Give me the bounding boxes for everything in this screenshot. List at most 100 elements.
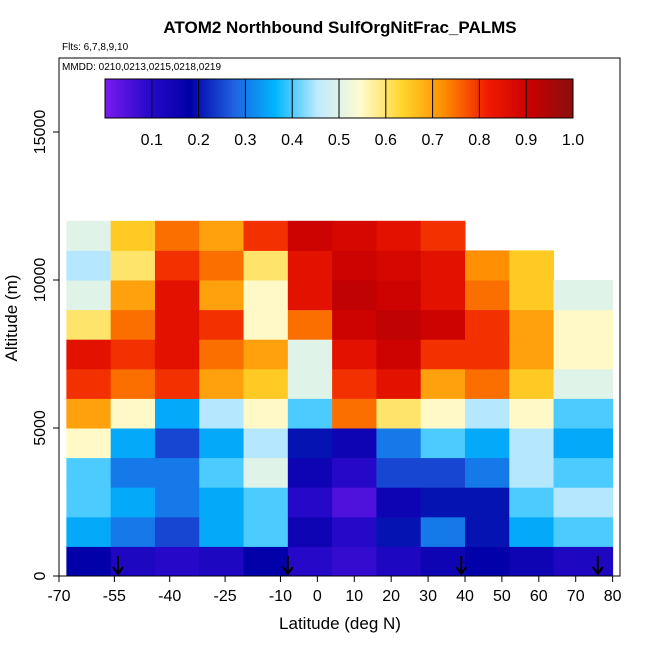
x-tick-label: -55	[103, 588, 126, 605]
heatmap-cell	[509, 368, 555, 399]
heatmap-cell	[464, 250, 510, 281]
heatmap-cell	[332, 398, 377, 429]
y-tick-label: 5000	[32, 410, 49, 446]
heatmap-cell	[332, 309, 377, 340]
y-tick-label: 10000	[32, 258, 49, 303]
heatmap-cell	[553, 546, 614, 577]
heatmap-cell	[243, 457, 289, 488]
heatmap-cell	[376, 220, 422, 251]
heatmap-cell	[243, 309, 289, 340]
y-axis: 0 5000 10000 15000	[32, 110, 59, 580]
heatmap-cell	[420, 457, 466, 488]
x-tick-label: 20	[382, 588, 400, 605]
dates-label: MMDD: 0210,0213,0215,0218,0219	[62, 62, 222, 73]
heatmap-cell	[553, 339, 614, 370]
heatmap-cell	[243, 487, 289, 518]
colorbar-tick-label: 0.8	[468, 132, 490, 149]
heatmap-cell	[376, 339, 422, 370]
heatmap-cell	[243, 546, 289, 577]
heatmap-cell	[332, 457, 377, 488]
heatmap-cell	[287, 428, 333, 459]
heatmap-cell	[154, 280, 200, 311]
colorbar: 0.1 0.2 0.3 0.4 0.5 0.6 0.7 0.8 0.9 1.0	[104, 78, 584, 149]
heatmap-cell	[553, 428, 614, 459]
heatmap-cell	[243, 428, 289, 459]
flight-marker-arrowhead	[455, 566, 468, 576]
x-tick-label: 40	[456, 588, 474, 605]
heatmap-cell	[376, 368, 422, 399]
heatmap-cell	[509, 250, 555, 281]
heatmap-cell	[110, 250, 156, 281]
x-tick-label: 0	[313, 588, 322, 605]
heatmap-cell	[376, 516, 422, 547]
heatmap-cell	[287, 339, 333, 370]
colorbar-tick-label: 0.7	[421, 132, 443, 149]
heatmap-cell	[509, 487, 555, 518]
y-tick-label: 15000	[32, 110, 49, 155]
heatmap-cell	[110, 457, 156, 488]
heatmap-cell	[243, 516, 289, 547]
heatmap-cell	[154, 398, 200, 429]
heatmap-cell	[199, 546, 245, 577]
heatmap-cell	[199, 487, 245, 518]
heatmap-cell	[243, 368, 289, 399]
heatmap-cell	[199, 309, 245, 340]
heatmap-cell	[199, 220, 245, 251]
heatmap-cell	[420, 546, 466, 577]
plot-frame	[58, 57, 621, 577]
heatmap-cell	[376, 546, 422, 577]
heatmap-cell	[464, 280, 510, 311]
heatmap-cell	[287, 487, 333, 518]
heatmap-cell	[464, 339, 510, 370]
heatmap-cell	[154, 339, 200, 370]
heatmap-cell	[110, 220, 156, 251]
heatmap-cell	[66, 398, 112, 429]
heatmap-cell	[287, 309, 333, 340]
heatmap-cell	[420, 309, 466, 340]
heatmap-cell	[287, 280, 333, 311]
heatmap-cell	[66, 428, 112, 459]
heatmap-cell	[332, 428, 377, 459]
heatmap-cell	[199, 339, 245, 370]
heatmap-cell	[199, 398, 245, 429]
heatmap-cell	[332, 487, 377, 518]
heatmap-cell	[464, 516, 510, 547]
heatmap-cell	[553, 368, 614, 399]
heatmap-cell	[420, 398, 466, 429]
colorbar-tick-label: 1.0	[562, 132, 584, 149]
heatmap-cell	[154, 428, 200, 459]
heatmap-cell	[464, 428, 510, 459]
heatmap-cell	[66, 250, 112, 281]
colorbar-tick-label: 0.3	[234, 132, 256, 149]
flight-marker-arrowhead	[282, 566, 294, 576]
heatmap-cell	[154, 457, 200, 488]
heatmap-cell	[66, 309, 112, 340]
heatmap-cell	[199, 368, 245, 399]
chart-title: ATOM2 Northbound SulfOrgNitFrac_PALMS	[163, 18, 517, 37]
heatmap-cell	[376, 250, 422, 281]
heatmap-cell	[154, 220, 200, 251]
heatmap-cell	[332, 220, 377, 251]
heatmap-cell	[332, 516, 377, 547]
colorbar-tick-label: 0.5	[328, 132, 350, 149]
heatmap-cell	[420, 428, 466, 459]
heatmap-cell	[553, 309, 614, 340]
heatmap-cell	[420, 516, 466, 547]
colorbar-tick-label: 0.9	[515, 132, 537, 149]
heatmap-cell	[376, 280, 422, 311]
heatmap-cell	[243, 339, 289, 370]
x-axis: -70 -55 -40 -25 -10 0 10 20 30 40 50 60 70 80	[47, 576, 622, 605]
heatmap-cell	[110, 487, 156, 518]
heatmap-cell	[332, 368, 377, 399]
heatmap-cell	[553, 457, 614, 488]
heatmap-cell	[243, 280, 289, 311]
heatmap-cells	[66, 220, 614, 577]
heatmap-cell	[332, 339, 377, 370]
heatmap-cell	[66, 339, 112, 370]
heatmap-cell	[110, 428, 156, 459]
flight-markers	[112, 556, 604, 576]
heatmap-cell	[110, 516, 156, 547]
heatmap-cell	[154, 250, 200, 281]
heatmap-cell	[509, 339, 555, 370]
